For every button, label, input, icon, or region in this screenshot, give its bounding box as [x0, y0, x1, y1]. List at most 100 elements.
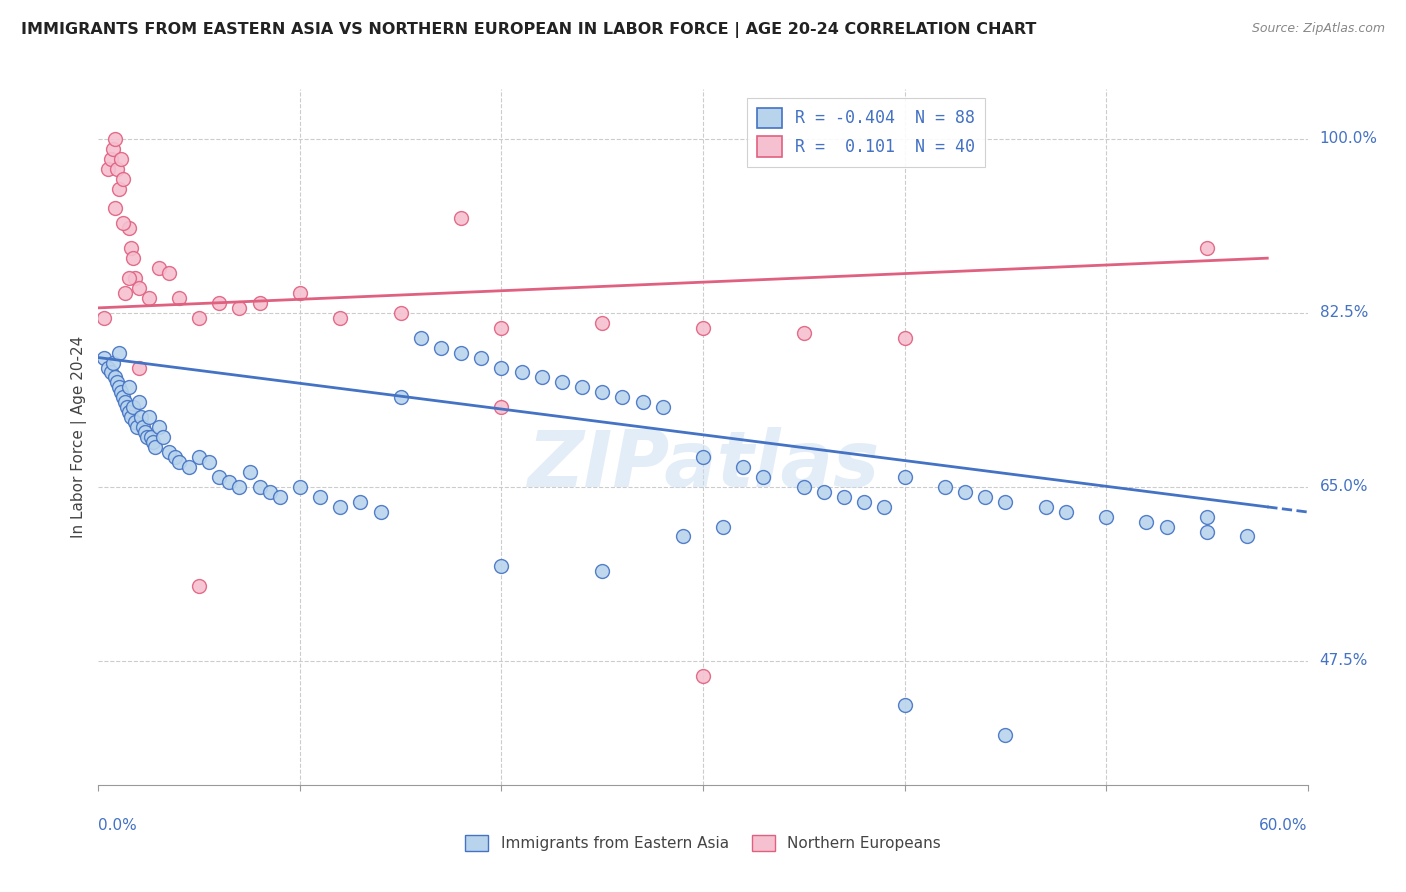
Point	[249, 480, 271, 494]
Point	[491, 401, 513, 415]
Point	[491, 559, 513, 574]
Point	[139, 430, 162, 444]
Point	[349, 494, 371, 508]
Point	[114, 395, 136, 409]
Point	[148, 420, 170, 434]
Point	[198, 455, 221, 469]
Point	[93, 310, 115, 325]
Point	[103, 202, 125, 216]
Point	[813, 484, 835, 499]
Point	[974, 490, 997, 504]
Point	[118, 221, 141, 235]
Point	[994, 494, 1017, 508]
Point	[148, 261, 170, 276]
Point	[118, 405, 141, 419]
Point	[138, 291, 160, 305]
Point	[692, 668, 714, 682]
Point	[370, 505, 392, 519]
Point	[692, 450, 714, 464]
Point	[107, 181, 129, 195]
Point	[105, 376, 128, 390]
Text: 47.5%: 47.5%	[1320, 653, 1368, 668]
Point	[110, 385, 132, 400]
Point	[138, 410, 160, 425]
Point	[571, 380, 593, 394]
Point	[97, 161, 120, 176]
Point	[188, 579, 211, 593]
Point	[1236, 529, 1258, 543]
Point	[530, 370, 553, 384]
Point	[893, 470, 915, 484]
Point	[163, 450, 186, 464]
Point	[1095, 509, 1118, 524]
Point	[129, 410, 152, 425]
Point	[121, 251, 143, 265]
Point	[142, 435, 165, 450]
Point	[143, 440, 166, 454]
Point	[134, 425, 156, 439]
Point	[470, 351, 492, 365]
Point	[832, 490, 855, 504]
Point	[228, 301, 250, 315]
Point	[510, 366, 533, 380]
Point	[752, 470, 775, 484]
Point	[430, 341, 453, 355]
Point	[188, 450, 211, 464]
Point	[157, 445, 180, 459]
Point	[934, 480, 956, 494]
Point	[167, 291, 190, 305]
Point	[1195, 509, 1218, 524]
Text: 0.0%: 0.0%	[98, 818, 138, 832]
Point	[179, 459, 201, 474]
Point	[853, 494, 876, 508]
Point	[409, 331, 432, 345]
Point	[793, 480, 815, 494]
Point	[249, 296, 271, 310]
Point	[103, 132, 125, 146]
Text: ZIPatlas: ZIPatlas	[527, 427, 879, 503]
Point	[1054, 505, 1077, 519]
Point	[329, 310, 352, 325]
Point	[218, 475, 240, 489]
Point	[111, 216, 134, 230]
Text: Source: ZipAtlas.com: Source: ZipAtlas.com	[1251, 22, 1385, 36]
Text: IMMIGRANTS FROM EASTERN ASIA VS NORTHERN EUROPEAN IN LABOR FORCE | AGE 20-24 COR: IMMIGRANTS FROM EASTERN ASIA VS NORTHERN…	[21, 22, 1036, 38]
Point	[450, 345, 472, 359]
Point	[93, 351, 115, 365]
Point	[111, 171, 134, 186]
Point	[97, 360, 120, 375]
Point	[491, 360, 513, 375]
Point	[188, 310, 211, 325]
Point	[120, 241, 142, 255]
Point	[288, 285, 311, 300]
Point	[288, 480, 311, 494]
Point	[208, 296, 231, 310]
Point	[259, 484, 281, 499]
Point	[107, 380, 129, 394]
Point	[309, 490, 332, 504]
Point	[118, 271, 141, 285]
Point	[591, 316, 613, 330]
Legend: Immigrants from Eastern Asia, Northern Europeans: Immigrants from Eastern Asia, Northern E…	[460, 830, 946, 857]
Point	[793, 326, 815, 340]
Point	[100, 366, 122, 380]
Point	[551, 376, 574, 390]
Point	[953, 484, 976, 499]
Point	[167, 455, 190, 469]
Point	[1156, 519, 1178, 533]
Point	[893, 331, 915, 345]
Point	[612, 390, 634, 404]
Point	[1195, 524, 1218, 539]
Point	[121, 401, 143, 415]
Point	[893, 698, 915, 713]
Point	[994, 728, 1017, 742]
Point	[101, 355, 124, 369]
Point	[105, 161, 128, 176]
Y-axis label: In Labor Force | Age 20-24: In Labor Force | Age 20-24	[72, 336, 87, 538]
Point	[125, 420, 148, 434]
Text: 65.0%: 65.0%	[1320, 479, 1368, 494]
Point	[450, 211, 472, 226]
Point	[591, 385, 613, 400]
Point	[692, 320, 714, 334]
Point	[115, 401, 138, 415]
